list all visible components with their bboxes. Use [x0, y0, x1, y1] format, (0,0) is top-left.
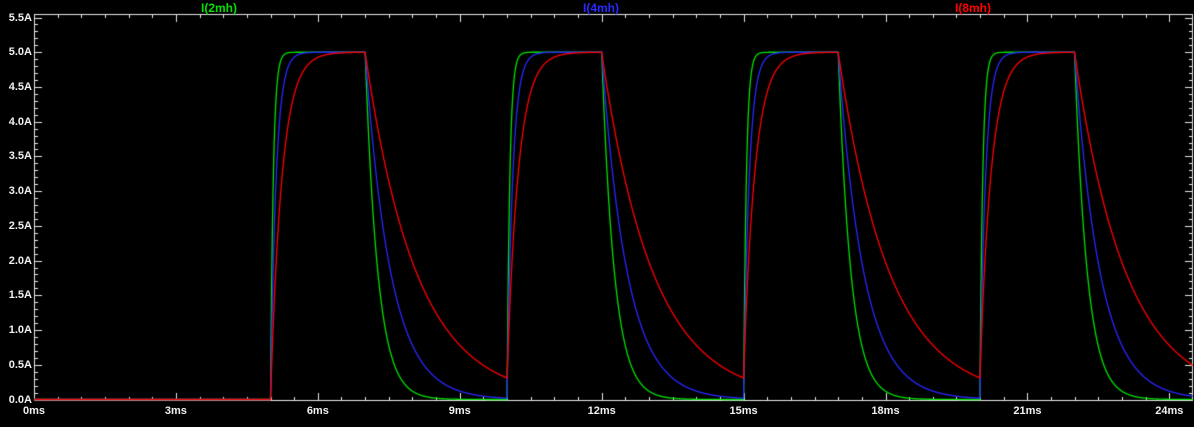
y-axis-tick-label: 5.0A	[8, 46, 32, 59]
trace-label-i-4mh[interactable]: I(4mh)	[583, 1, 619, 15]
x-axis-tick-label: 3ms	[164, 405, 187, 417]
y-axis-tick-label: 4.0A	[8, 115, 32, 128]
trace-label-i-2mh[interactable]: I(2mh)	[201, 1, 237, 15]
x-axis-tick-label: 21ms	[1013, 405, 1042, 417]
y-axis-tick-label: 2.0A	[8, 254, 32, 267]
y-axis-tick-label: 1.5A	[8, 289, 32, 302]
x-axis-tick-label: 12ms	[587, 405, 616, 417]
x-axis-tick-label: 6ms	[306, 405, 329, 417]
y-axis-tick-label: 4.5A	[8, 80, 32, 93]
trace-label-i-8mh[interactable]: I(8mh)	[955, 1, 991, 15]
x-axis-tick-label: 9ms	[448, 405, 471, 417]
y-axis-tick-label: 5.5A	[8, 11, 32, 24]
y-axis-tick-label: 0.0A	[8, 393, 32, 406]
x-axis-tick-label: 15ms	[729, 405, 758, 417]
x-axis-tick-label: 18ms	[871, 405, 900, 417]
x-axis-tick-label: 24ms	[1155, 405, 1184, 417]
y-axis-tick-label: 2.5A	[8, 219, 32, 232]
x-axis-tick-label: 0ms	[22, 405, 46, 417]
y-axis-tick-label: 3.5A	[8, 150, 32, 163]
y-axis-tick-label: 1.0A	[8, 324, 32, 337]
y-axis-tick-label: 3.0A	[8, 185, 32, 198]
y-axis-tick-label: 0.5A	[8, 358, 32, 371]
